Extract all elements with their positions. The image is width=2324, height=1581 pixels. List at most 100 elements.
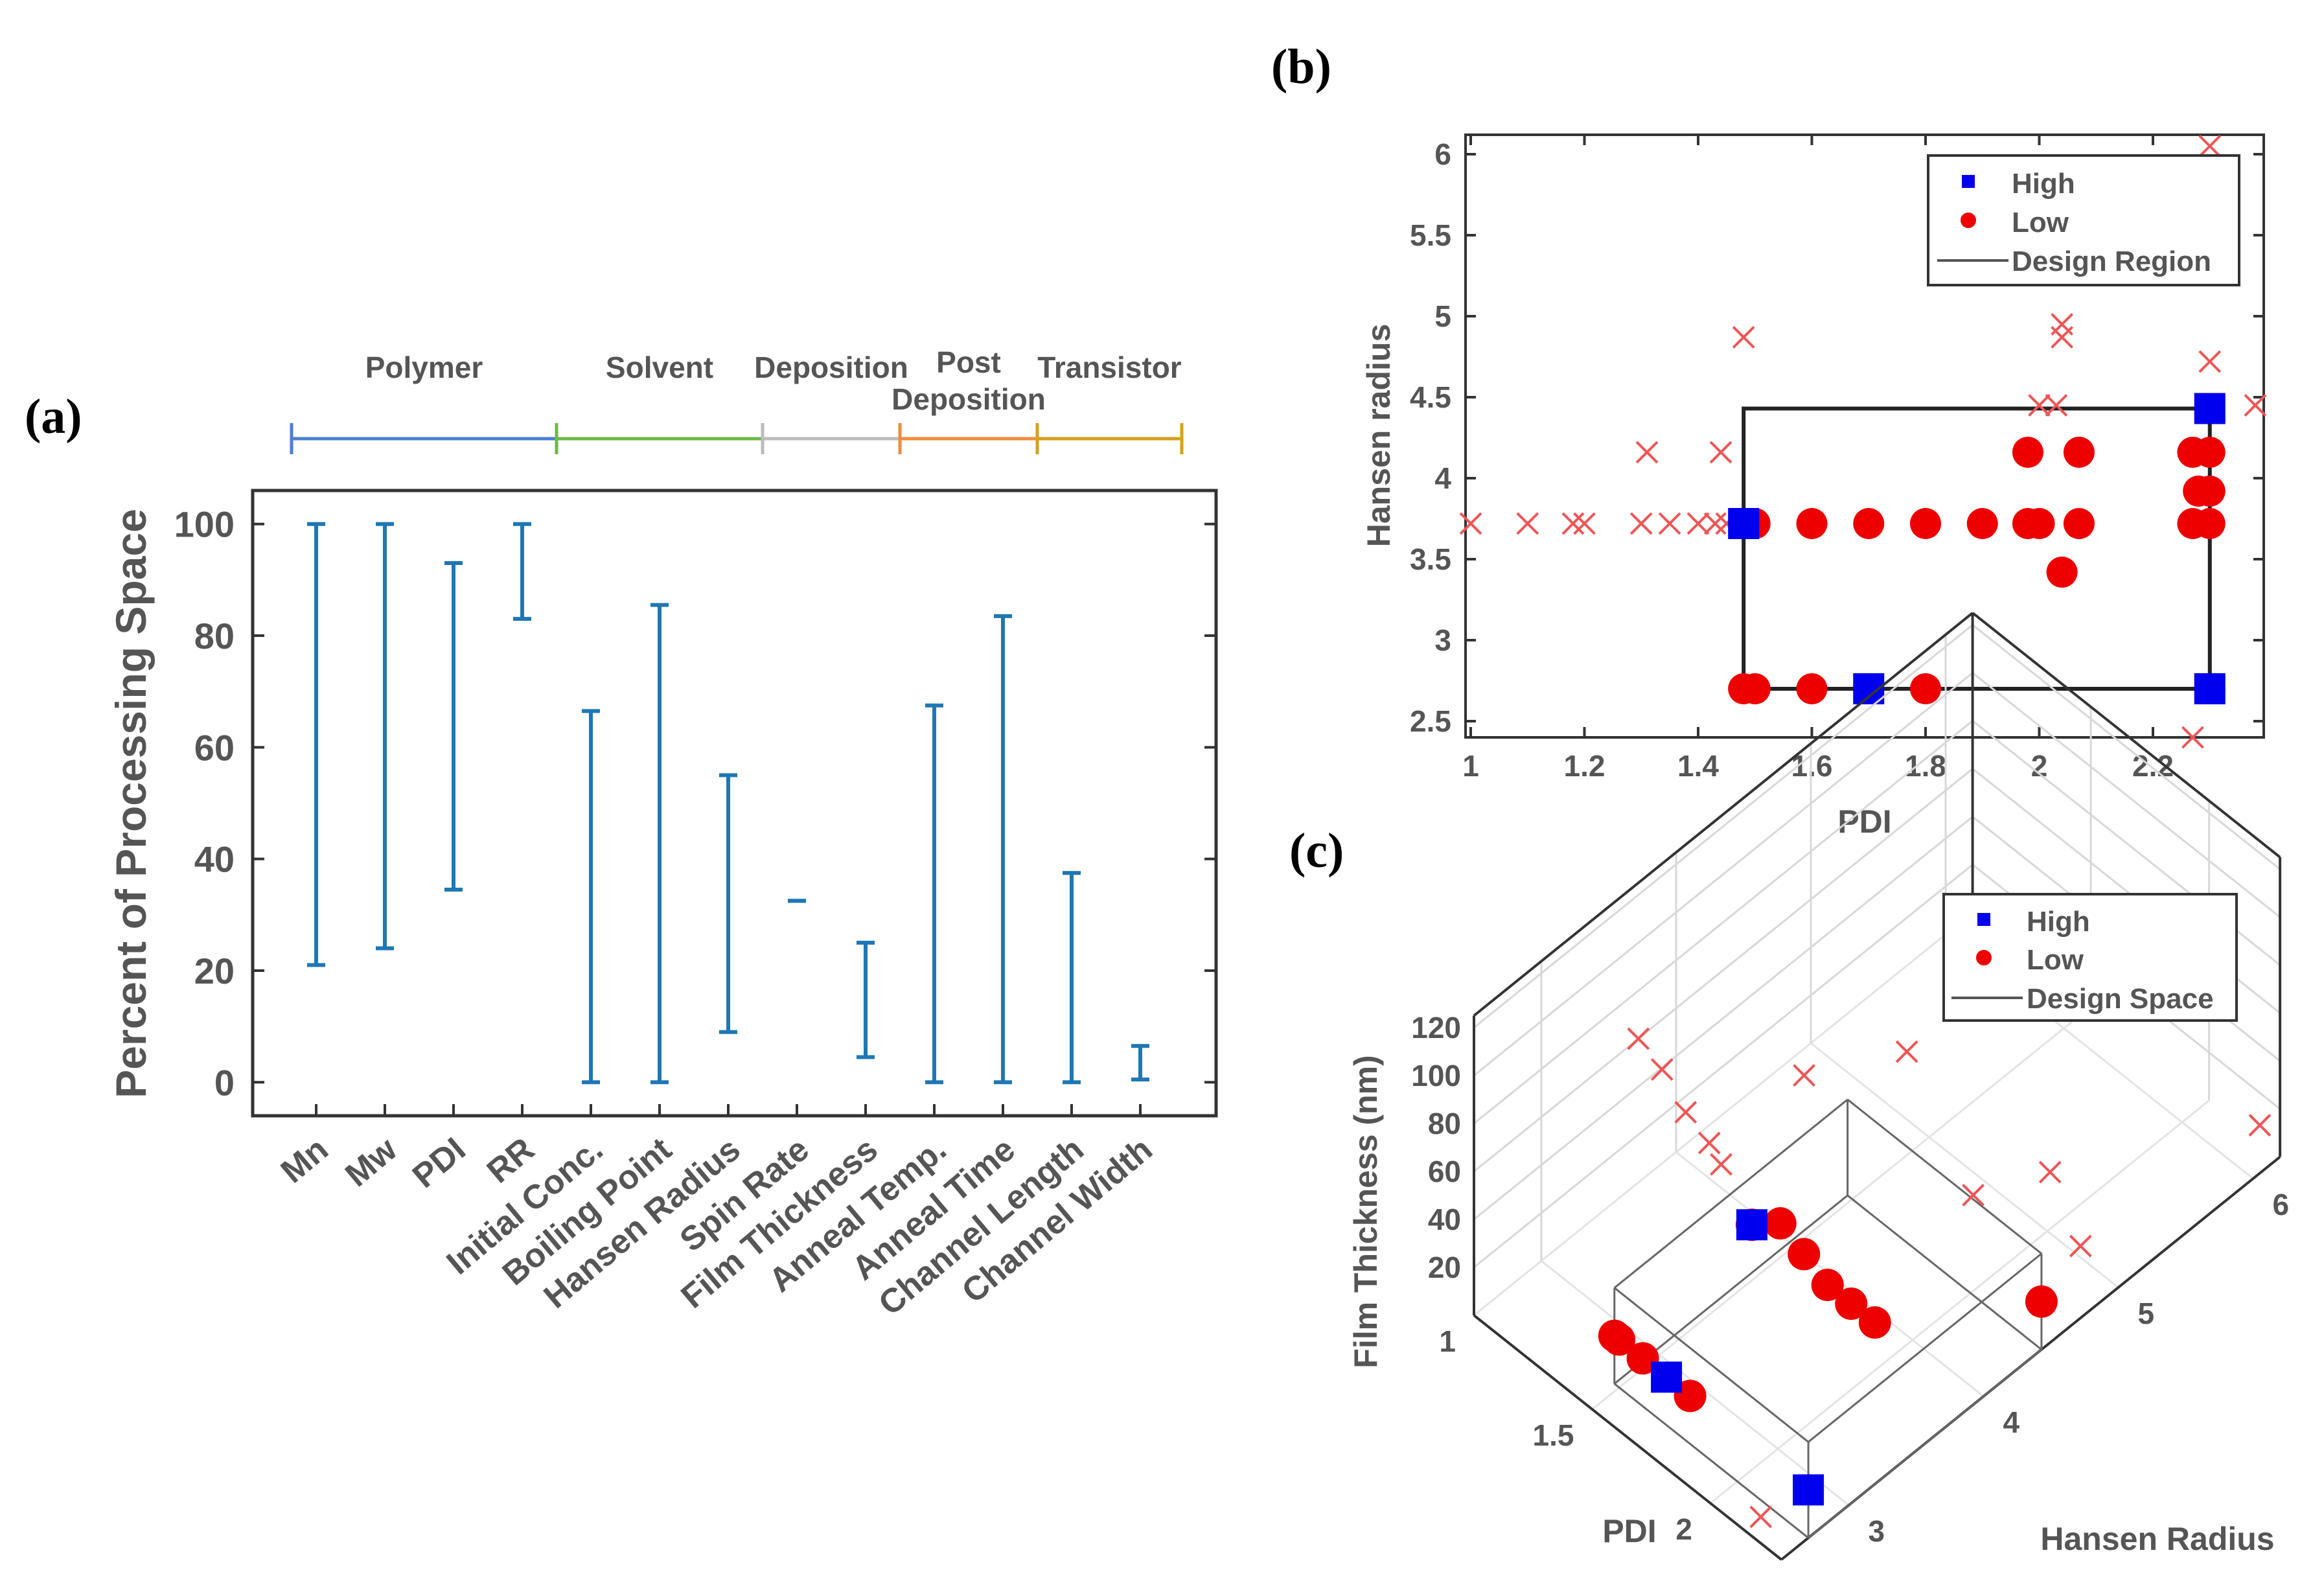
z-tick-label-c: 40 [1428, 1203, 1461, 1236]
low-point-3d [2025, 1285, 2058, 1318]
group-label: Solvent [606, 351, 713, 384]
z-tick-label-c: 80 [1428, 1107, 1461, 1140]
excluded-point [2028, 394, 2051, 417]
excluded-point [1635, 441, 1659, 464]
legend-c-low-label: Low [2027, 944, 2084, 976]
x-tick-label-a: PDI [406, 1131, 473, 1195]
x-tick-label-b: 1.8 [1905, 749, 1946, 783]
plot-area-a [251, 489, 1218, 1118]
axis-edge-c [1473, 612, 1973, 1017]
excluded-point [2198, 350, 2222, 373]
excluded-point-3d [2038, 1160, 2062, 1184]
excluded-point-3d [1962, 1183, 1985, 1206]
scatter-points-b [1459, 135, 2267, 749]
excluded-point-3d [1895, 1040, 1918, 1063]
y-tick-label-b: 2.5 [1410, 704, 1451, 738]
excluded-point-3d-stroke [2038, 1160, 2062, 1184]
z-tick-label-c: 20 [1428, 1251, 1461, 1284]
excluded-point-3d-stroke [1895, 1040, 1918, 1063]
y-tick-label-a: 20 [194, 951, 235, 991]
excluded-point [1658, 512, 1681, 535]
excluded-point-3d [1674, 1101, 1697, 1124]
axis-edge-c [1473, 1314, 1782, 1561]
chart-c: 20 40 60 80 100 120 1 1.5 2 3 4 5 6 PDI Hansen Radiu… [1348, 612, 2289, 1561]
excluded-point-3d-stroke [1650, 1058, 1674, 1081]
excluded-point-stroke [1629, 512, 1653, 535]
excluded-point [2181, 726, 2204, 749]
low-point [2194, 476, 2226, 507]
low-point-3d [1788, 1238, 1821, 1271]
chart-b: 1 1.2 1.4 1.6 1.8 2 2.22.533.544.555.56 PDI Ha… [1361, 133, 2267, 840]
grid-line-c [1473, 912, 1973, 1317]
x-tick-label-b: 1.4 [1677, 749, 1719, 783]
grid-line-c [1473, 672, 1973, 1077]
y-tick-label-a: 40 [194, 839, 235, 880]
design-space-edge [1613, 1098, 1848, 1289]
x-tick-label-b: 1.2 [1564, 749, 1605, 783]
group-label: Transistor [1037, 351, 1182, 384]
y-tick-label-a: 100 [174, 504, 235, 545]
y-tick-label-b: 5 [1434, 299, 1451, 333]
scatter-points-c [1598, 1027, 2272, 1529]
y-tick-label-a: 80 [194, 616, 235, 656]
x-tick-label-c: 1 [1439, 1324, 1456, 1358]
grid-line-c [1473, 816, 1973, 1221]
excluded-point-3d-stroke [1674, 1101, 1697, 1124]
excluded-point [1703, 512, 1727, 535]
excluded-point-stroke [1686, 512, 1710, 535]
legend-high-label: High [2012, 168, 2075, 200]
low-point [2194, 437, 2226, 468]
grid-line-c [1972, 672, 2281, 918]
legend-high-square [1962, 175, 1975, 188]
excluded-point-stroke [1635, 441, 1659, 464]
low-point [1966, 508, 1998, 539]
excluded-point-3d-stroke [1627, 1027, 1650, 1050]
grid-line-c [1473, 864, 1973, 1269]
excluded-point [1459, 512, 1482, 535]
x-tick-label-c: 2 [1675, 1512, 1692, 1546]
grid-line-c [1473, 768, 1973, 1173]
excluded-point-3d [1793, 1064, 1815, 1087]
high-point [1728, 508, 1760, 539]
legend-b: High Low Design Region [1927, 154, 2240, 286]
excluded-point [2244, 394, 2267, 417]
excluded-point-stroke [2028, 394, 2051, 417]
z-axis-label-c: Film Thickness (nm) [1348, 1055, 1384, 1368]
grid-line-c [1810, 1042, 2119, 1289]
group-label: Deposition [892, 382, 1046, 416]
z-tick-label-c: 100 [1411, 1059, 1461, 1092]
y-tick-label-b: 5.5 [1410, 218, 1451, 252]
high-point [2194, 393, 2226, 424]
y-tick-label-b: 3 [1434, 623, 1451, 657]
y-axis-label-b: Hansen radius [1361, 324, 1397, 548]
legend-c-space-label: Design Space [2027, 983, 2214, 1015]
high-point-3d [1736, 1209, 1767, 1241]
excluded-point-stroke [2181, 726, 2204, 749]
excluded-point-3d [2069, 1234, 2092, 1258]
legend-c-low-circle [1976, 950, 1992, 965]
excluded-point-stroke [2244, 394, 2267, 417]
grid-line-c [1591, 1006, 2092, 1411]
excluded-point [1573, 512, 1596, 535]
low-point [2194, 508, 2226, 539]
low-point [1739, 673, 1771, 704]
tick-labels-c: 20 40 60 80 100 120 1 1.5 2 3 4 5 6 [1411, 1011, 2289, 1548]
excluded-point-3d [1697, 1131, 1721, 1155]
grid-line-c [1972, 624, 2281, 870]
z-tick-label-c: 60 [1428, 1155, 1461, 1188]
y-tick-label-a: 0 [214, 1062, 235, 1103]
excluded-point-stroke [1459, 512, 1482, 535]
low-point [2063, 508, 2095, 539]
excluded-point-stroke [1732, 326, 1755, 349]
chart-a: Polymer Solvent Deposition PostDepositionTr… [107, 345, 1218, 1323]
legend-region-label: Design Region [2012, 246, 2211, 277]
excluded-point-stroke [1709, 441, 1732, 464]
panel-label-a: (a) [25, 389, 82, 444]
y-tick-label-b: 3.5 [1410, 542, 1451, 576]
group-label: Polymer [365, 351, 483, 384]
excluded-point [1686, 512, 1710, 535]
grid-line-c [1473, 624, 1973, 1029]
y-tick-label-c: 3 [1869, 1514, 1885, 1548]
